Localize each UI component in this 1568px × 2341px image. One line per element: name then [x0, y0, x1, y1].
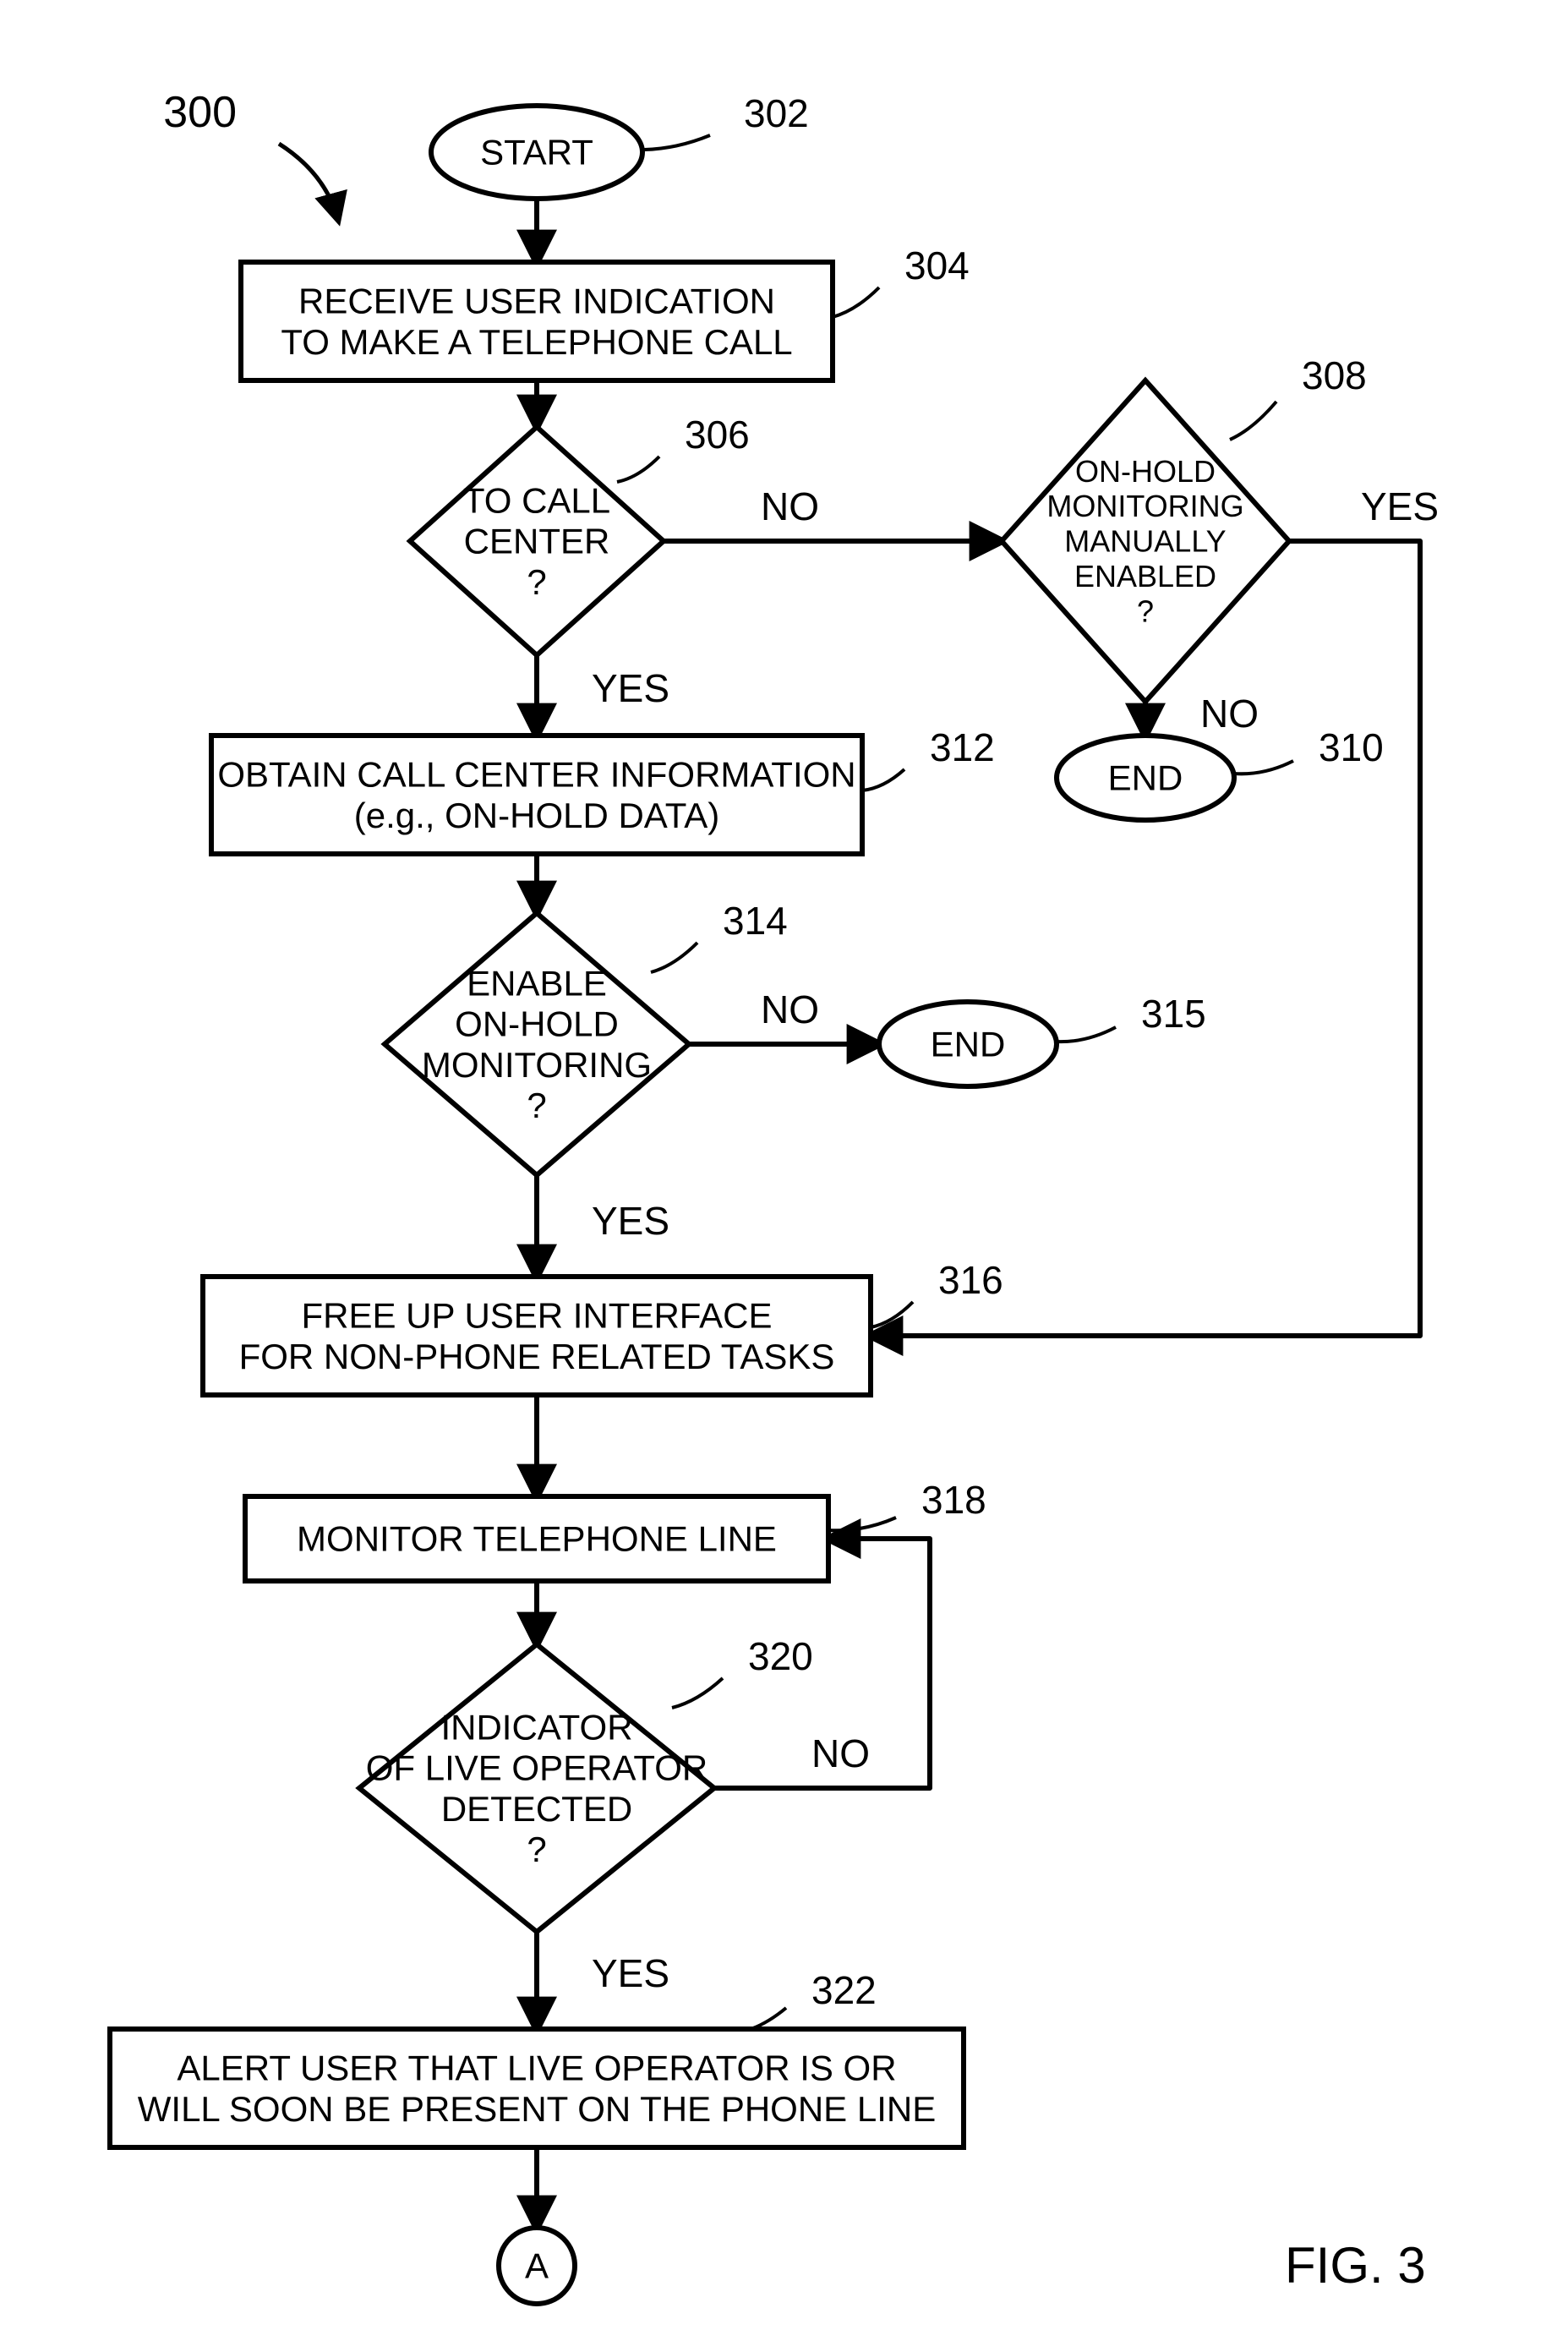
svg-text:START: START — [480, 133, 593, 172]
svg-text:300: 300 — [163, 88, 237, 137]
svg-text:FIG. 3: FIG. 3 — [1285, 2237, 1426, 2294]
svg-text:CENTER: CENTER — [464, 522, 610, 561]
svg-text:NO: NO — [761, 987, 819, 1031]
svg-text:NO: NO — [1200, 692, 1259, 736]
svg-text:END: END — [931, 1025, 1006, 1064]
svg-text:308: 308 — [1302, 353, 1367, 397]
svg-text:MONITORING: MONITORING — [1046, 489, 1243, 523]
svg-text:MANUALLY: MANUALLY — [1064, 524, 1226, 559]
svg-text:?: ? — [527, 1830, 546, 1869]
svg-text:END: END — [1108, 758, 1183, 798]
svg-text:YES: YES — [592, 1199, 669, 1243]
svg-text:RECEIVE USER INDICATION: RECEIVE USER INDICATION — [298, 282, 775, 321]
svg-text:TO MAKE A TELEPHONE CALL: TO MAKE A TELEPHONE CALL — [281, 322, 792, 362]
svg-text:312: 312 — [930, 725, 995, 769]
svg-text:OF LIVE OPERATOR: OF LIVE OPERATOR — [366, 1748, 708, 1788]
svg-text:?: ? — [527, 562, 546, 602]
svg-text:DETECTED: DETECTED — [441, 1789, 632, 1829]
svg-text:WILL SOON BE PRESENT ON THE PH: WILL SOON BE PRESENT ON THE PHONE LINE — [138, 2089, 936, 2129]
svg-text:OBTAIN CALL CENTER INFORMATION: OBTAIN CALL CENTER INFORMATION — [217, 755, 855, 795]
svg-text:?: ? — [527, 1086, 546, 1125]
svg-text:310: 310 — [1319, 725, 1384, 769]
svg-text:FREE UP USER INTERFACE: FREE UP USER INTERFACE — [302, 1296, 773, 1336]
flowchart: YES NO NO YES NO YES NO YES START 302 RECEIVE USER… — [0, 0, 1568, 2341]
svg-text:(e.g., ON-HOLD DATA): (e.g., ON-HOLD DATA) — [354, 796, 720, 835]
svg-text:MONITOR TELEPHONE LINE: MONITOR TELEPHONE LINE — [297, 1519, 777, 1559]
svg-text:ON-HOLD: ON-HOLD — [1075, 454, 1216, 489]
svg-text:304: 304 — [904, 243, 970, 287]
svg-text:YES: YES — [592, 666, 669, 710]
svg-text:?: ? — [1137, 593, 1154, 628]
svg-text:YES: YES — [1361, 484, 1439, 528]
svg-text:ENABLED: ENABLED — [1074, 559, 1216, 593]
svg-text:TO CALL: TO CALL — [463, 480, 610, 520]
svg-text:316: 316 — [938, 1258, 1003, 1302]
svg-text:ON-HOLD: ON-HOLD — [455, 1004, 619, 1044]
svg-text:322: 322 — [811, 1968, 877, 2012]
svg-text:NO: NO — [761, 484, 819, 528]
svg-text:FOR NON-PHONE RELATED TASKS: FOR NON-PHONE RELATED TASKS — [239, 1337, 835, 1376]
svg-text:315: 315 — [1141, 992, 1206, 1036]
svg-text:NO: NO — [811, 1731, 870, 1775]
svg-text:ENABLE: ENABLE — [467, 963, 607, 1003]
svg-text:318: 318 — [921, 1478, 986, 1522]
svg-text:MONITORING: MONITORING — [422, 1045, 652, 1085]
svg-text:306: 306 — [685, 413, 750, 457]
svg-text:YES: YES — [592, 1951, 669, 1995]
svg-text:ALERT USER THAT LIVE OPERATOR: ALERT USER THAT LIVE OPERATOR IS OR — [177, 2048, 896, 2088]
svg-text:302: 302 — [744, 91, 809, 135]
svg-text:A: A — [525, 2246, 549, 2286]
svg-text:320: 320 — [748, 1634, 813, 1678]
svg-text:INDICATOR: INDICATOR — [440, 1707, 632, 1747]
svg-text:314: 314 — [723, 899, 788, 943]
